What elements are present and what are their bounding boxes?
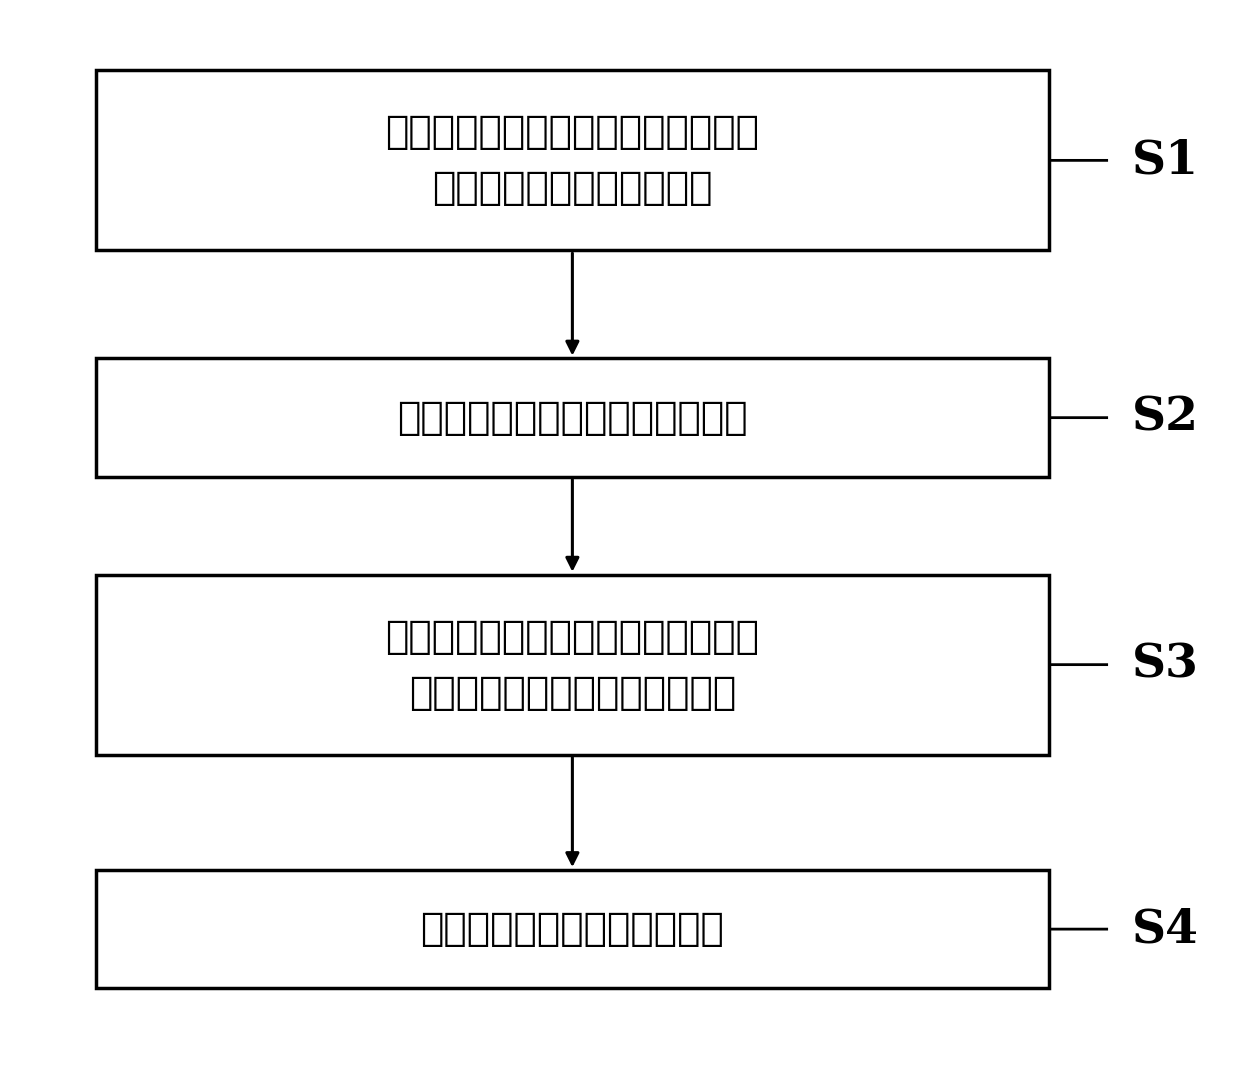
Bar xyxy=(97,575,1049,755)
Bar xyxy=(97,71,1049,251)
Text: 热压烧结后，冷却，取出靶材: 热压烧结后，冷却，取出靶材 xyxy=(420,910,724,948)
Text: 提供用于制作所述靶材的粉末原料: 提供用于制作所述靶材的粉末原料 xyxy=(397,399,748,436)
Text: S4: S4 xyxy=(1132,906,1199,952)
Text: 将所述颗粒及粉末原料混合后放入模
具中，进行热压烧结，形成靶材: 将所述颗粒及粉末原料混合后放入模 具中，进行热压烧结，形成靶材 xyxy=(386,617,759,712)
Text: S2: S2 xyxy=(1132,394,1199,441)
Text: S1: S1 xyxy=(1132,137,1199,183)
Bar xyxy=(97,870,1049,988)
Bar xyxy=(97,358,1049,477)
Text: 将废弃靶材进行机械破碎，形成颗粒
，所述废弃靶材为钨钛靶材: 将废弃靶材进行机械破碎，形成颗粒 ，所述废弃靶材为钨钛靶材 xyxy=(386,114,759,207)
Text: S3: S3 xyxy=(1132,642,1199,687)
